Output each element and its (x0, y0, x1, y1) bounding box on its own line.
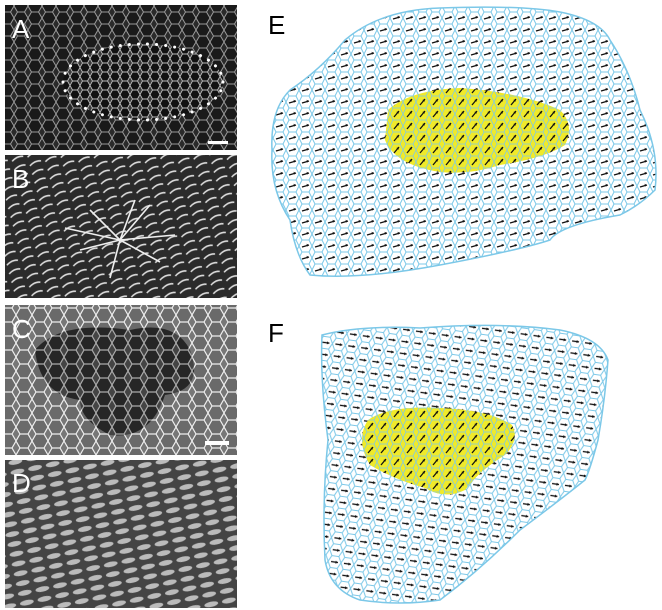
panel-c: C (5, 305, 237, 455)
scale-bar (208, 141, 228, 144)
panel-label: E (268, 10, 285, 40)
panel-b: B (5, 155, 237, 298)
figure: A B C D E F (0, 0, 662, 610)
panel-d: D (5, 460, 237, 608)
micrograph (5, 460, 237, 608)
panel-label: A (12, 14, 30, 44)
panel-label: C (12, 314, 31, 344)
panel-e: E (268, 7, 656, 276)
panel-label: B (12, 164, 29, 194)
micrograph (5, 155, 237, 298)
panel-f: F (268, 318, 608, 603)
panel-a: A (5, 5, 237, 150)
panel-label: F (268, 318, 284, 348)
panel-label: D (12, 468, 31, 498)
scale-bar (205, 441, 229, 445)
